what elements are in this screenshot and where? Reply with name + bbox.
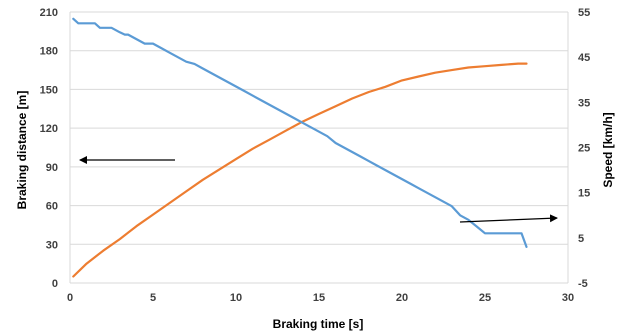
y-tick-label: 60 bbox=[46, 201, 58, 213]
y2-tick-label: 25 bbox=[578, 143, 590, 155]
y-tick-label: 0 bbox=[52, 278, 58, 290]
speed-series-line bbox=[72, 17, 528, 248]
y-tick-label: 180 bbox=[40, 46, 58, 58]
x-tick-label: 15 bbox=[313, 292, 325, 304]
y2-tick-label: 35 bbox=[578, 97, 590, 109]
x-tick-label: 5 bbox=[150, 292, 156, 304]
gridlines bbox=[70, 11, 568, 245]
x-axis-title: Braking time [s] bbox=[273, 317, 364, 331]
y-axis-title: Braking distance [m] bbox=[15, 91, 29, 210]
x-tick-label: 20 bbox=[396, 292, 408, 304]
right-axis-arrow bbox=[459, 214, 558, 223]
y2-tick-label: -5 bbox=[578, 278, 588, 290]
y-tick-label: 90 bbox=[46, 162, 58, 174]
y-tick-label: 120 bbox=[40, 123, 58, 135]
y-tick-label: 150 bbox=[40, 84, 58, 96]
x-tick-label: 0 bbox=[67, 292, 73, 304]
x-tick-label: 25 bbox=[479, 292, 491, 304]
series bbox=[72, 17, 528, 278]
y-tick-label: 210 bbox=[40, 7, 58, 19]
y-tick-label: 30 bbox=[46, 239, 58, 251]
y2-axis-title: Speed [km/h] bbox=[601, 112, 615, 187]
tick-labels: 0 5 10 15 20 25 30 0 30 60 90 120 150 180 210 -5 5 15 25 35… bbox=[40, 7, 591, 304]
x-tick-label: 10 bbox=[230, 292, 242, 304]
y2-tick-label: 55 bbox=[578, 7, 590, 19]
axes bbox=[69, 12, 569, 284]
x-tick-label: 30 bbox=[562, 292, 574, 304]
y2-tick-label: 15 bbox=[578, 188, 590, 200]
y2-tick-label: 5 bbox=[578, 233, 584, 245]
y2-tick-label: 45 bbox=[578, 52, 590, 64]
